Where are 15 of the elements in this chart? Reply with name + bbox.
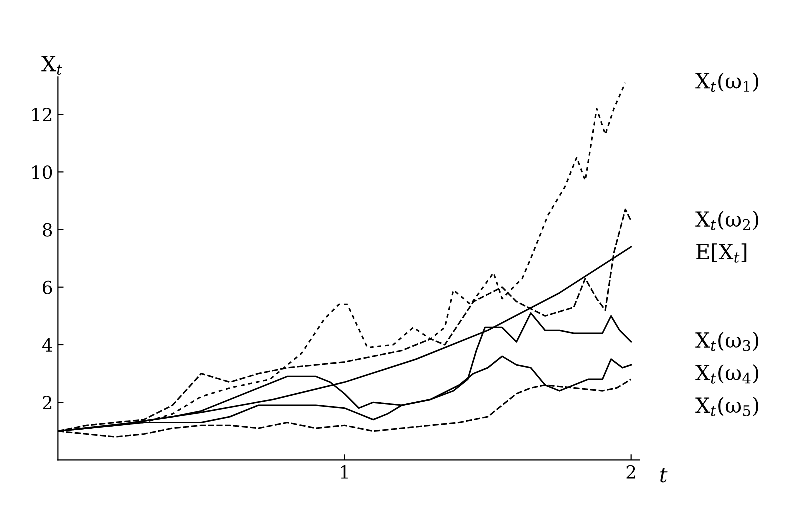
y-axis-title: X$_{t}$ [42,56,62,76]
x-tick-label: 1 [341,465,348,479]
text: X$_{t}$(ω$_{5}$) [696,397,759,416]
y-tick-label: 6 [43,280,52,294]
y-tick-label: 10 [32,166,52,180]
text: X$_{t}$(ω$_{2}$) [696,211,759,230]
y-tick-label: 8 [43,223,52,237]
text: X$_{t}$(ω$_{4}$) [696,364,759,384]
y-tick-label: 2 [43,396,52,410]
text: X$_{t}$(ω$_{1}$) [696,72,759,92]
x-axis-title: t [660,468,668,483]
y-tick-label: 12 [32,108,52,122]
y-tick-label: 4 [42,338,52,352]
text: X$_{t}$(ω$_{3}$) [696,332,759,352]
text: E[X$_{t}$] [696,244,747,263]
